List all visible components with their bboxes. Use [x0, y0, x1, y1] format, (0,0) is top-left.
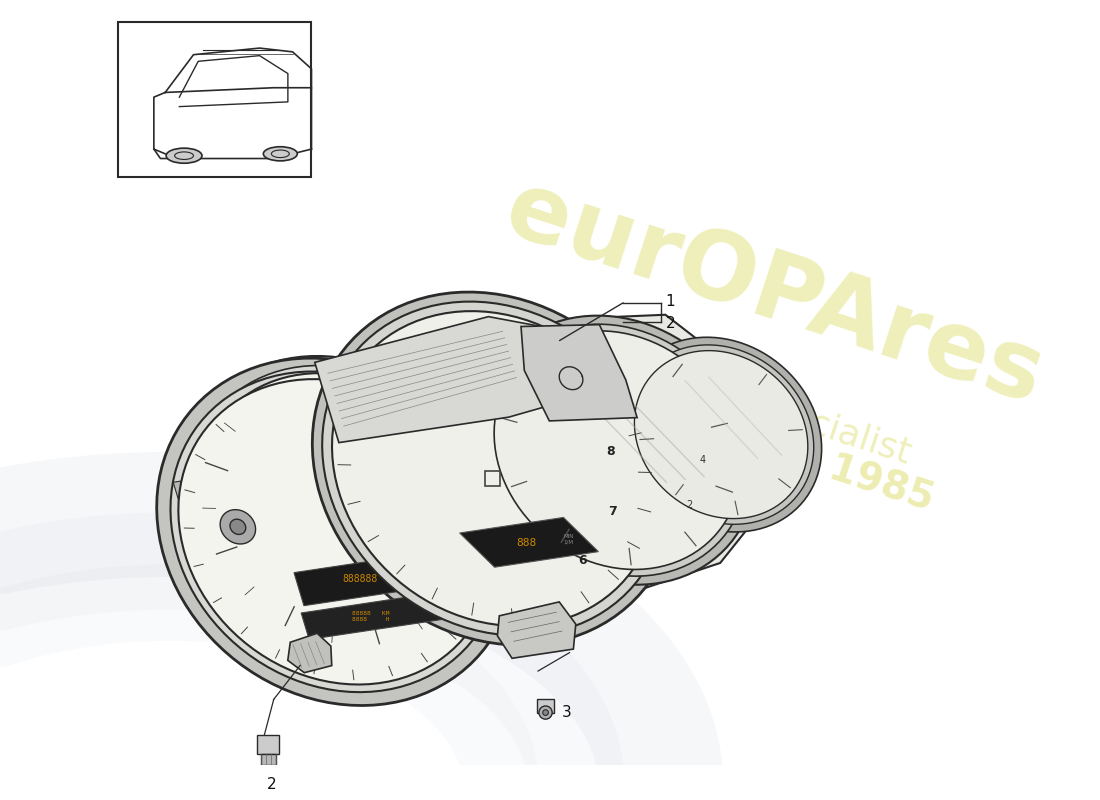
Polygon shape	[230, 519, 245, 534]
Polygon shape	[332, 311, 657, 626]
Polygon shape	[192, 547, 208, 566]
Ellipse shape	[166, 148, 202, 163]
Polygon shape	[178, 379, 494, 685]
Text: 8: 8	[606, 445, 615, 458]
Polygon shape	[189, 366, 491, 658]
Polygon shape	[156, 358, 515, 706]
Text: 88888   KM
8888     H: 88888 KM 8888 H	[352, 611, 390, 622]
Polygon shape	[190, 314, 756, 648]
Polygon shape	[494, 331, 740, 570]
Bar	[485, 471, 501, 486]
Ellipse shape	[263, 146, 297, 161]
Polygon shape	[294, 554, 427, 606]
Text: eurOPAres: eurOPAres	[494, 163, 1054, 424]
Bar	[118, 22, 311, 178]
Polygon shape	[170, 371, 502, 692]
Polygon shape	[312, 292, 676, 645]
Polygon shape	[183, 447, 293, 607]
Text: 888: 888	[517, 538, 537, 548]
Polygon shape	[197, 373, 483, 650]
Text: 888888: 888888	[342, 574, 377, 585]
Polygon shape	[301, 593, 441, 639]
Bar	[537, 699, 554, 713]
Text: MIN
1/M: MIN 1/M	[563, 534, 573, 545]
Polygon shape	[288, 634, 332, 673]
Text: 7: 7	[608, 505, 617, 518]
Polygon shape	[620, 338, 822, 532]
Polygon shape	[628, 345, 814, 524]
Text: a parts specialist: a parts specialist	[614, 343, 915, 470]
Circle shape	[542, 710, 549, 715]
Polygon shape	[179, 356, 501, 667]
Polygon shape	[322, 302, 667, 636]
Text: 2: 2	[267, 777, 276, 792]
Text: since 1985: since 1985	[704, 409, 938, 518]
Text: 4: 4	[700, 454, 706, 465]
Polygon shape	[478, 316, 756, 585]
Polygon shape	[183, 514, 198, 532]
Polygon shape	[521, 325, 637, 421]
Polygon shape	[497, 602, 575, 658]
Polygon shape	[635, 350, 807, 518]
Text: 6: 6	[579, 554, 587, 567]
Circle shape	[539, 706, 552, 719]
Polygon shape	[487, 324, 747, 576]
Text: 3: 3	[562, 705, 571, 720]
Polygon shape	[315, 317, 582, 442]
Polygon shape	[220, 510, 255, 544]
Polygon shape	[173, 481, 188, 499]
Polygon shape	[460, 518, 598, 567]
Text: 2: 2	[666, 316, 675, 331]
Bar	[261, 754, 276, 766]
Text: 2: 2	[685, 500, 692, 510]
Bar	[256, 735, 279, 754]
Text: 1: 1	[666, 294, 675, 309]
